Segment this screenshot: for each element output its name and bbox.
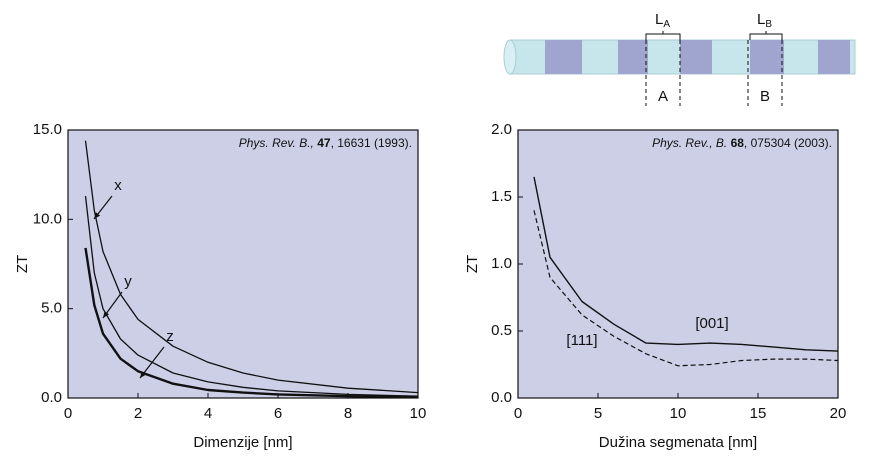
label-arrow — [139, 346, 165, 379]
citation: Phys. Rev., B. 68, 075304 (2003). — [652, 136, 832, 150]
y-axis-label: ZT — [464, 255, 481, 273]
series-label: [111] — [566, 332, 597, 349]
plot-area — [67, 129, 419, 399]
segment — [545, 40, 582, 74]
x-tick-label: 2 — [134, 405, 142, 422]
segment — [680, 40, 712, 74]
series-line — [84, 140, 419, 394]
citation-rest: , 16631 (1993). — [331, 136, 412, 150]
y-tick-label: 10.0 — [33, 210, 62, 227]
series-line — [533, 176, 839, 352]
segment — [750, 40, 784, 74]
wire-end — [503, 39, 517, 75]
y-axis-label: ZT — [14, 255, 31, 273]
series-label: [001] — [695, 315, 728, 332]
segment-label: LA — [655, 11, 670, 30]
y-tick-label: 1.5 — [491, 188, 512, 205]
citation-journal: Phys. Rev., B. — [652, 136, 727, 150]
y-tick-label: 0.0 — [491, 389, 512, 406]
series-line — [84, 196, 419, 397]
x-tick-label: 10 — [670, 405, 687, 422]
x-tick-label: 10 — [410, 405, 427, 422]
x-tick-label: 15 — [750, 405, 767, 422]
arrow-head — [103, 311, 110, 318]
series-label: x — [114, 177, 122, 194]
bracket — [645, 31, 783, 40]
segment — [818, 40, 850, 74]
y-tick-label: 5.0 — [41, 300, 62, 317]
citation: Phys. Rev. B., 47, 16631 (1993). — [239, 136, 412, 150]
series-line — [533, 210, 839, 367]
citation-volume: 47 — [317, 136, 331, 150]
y-tick-label: 0.5 — [491, 322, 512, 339]
y-tick-label: 2.0 — [491, 121, 512, 138]
x-tick-label: 5 — [594, 405, 602, 422]
citation-journal: Phys. Rev. B., — [239, 136, 314, 150]
plot-area — [517, 129, 839, 399]
region-label: B — [760, 88, 770, 105]
y-tick-label: 15.0 — [33, 121, 62, 138]
series-label: z — [166, 328, 174, 345]
nanowire-diagram: LA LB A B — [503, 11, 856, 106]
arrow-head — [94, 212, 101, 219]
x-tick-label: 6 — [274, 405, 282, 422]
y-tick-label: 0.0 — [41, 389, 62, 406]
x-tick-label: 4 — [204, 405, 212, 422]
segment — [618, 40, 648, 74]
x-tick-label: 8 — [344, 405, 352, 422]
x-tick-label: 0 — [514, 405, 522, 422]
citation-volume: 68 — [731, 136, 745, 150]
x-axis-label: Dužina segmenata [nm] — [599, 434, 757, 451]
arrow-head — [140, 371, 147, 378]
citation-rest: , 075304 (2003). — [744, 136, 832, 150]
x-tick-label: 20 — [830, 405, 847, 422]
segment-label: LB — [757, 11, 772, 30]
series-label: y — [124, 273, 132, 290]
x-tick-label: 0 — [64, 405, 72, 422]
y-tick-label: 1.0 — [491, 255, 512, 272]
x-axis-label: Dimenzije [nm] — [193, 434, 292, 451]
region-label: A — [658, 88, 668, 105]
series-line — [84, 247, 419, 399]
